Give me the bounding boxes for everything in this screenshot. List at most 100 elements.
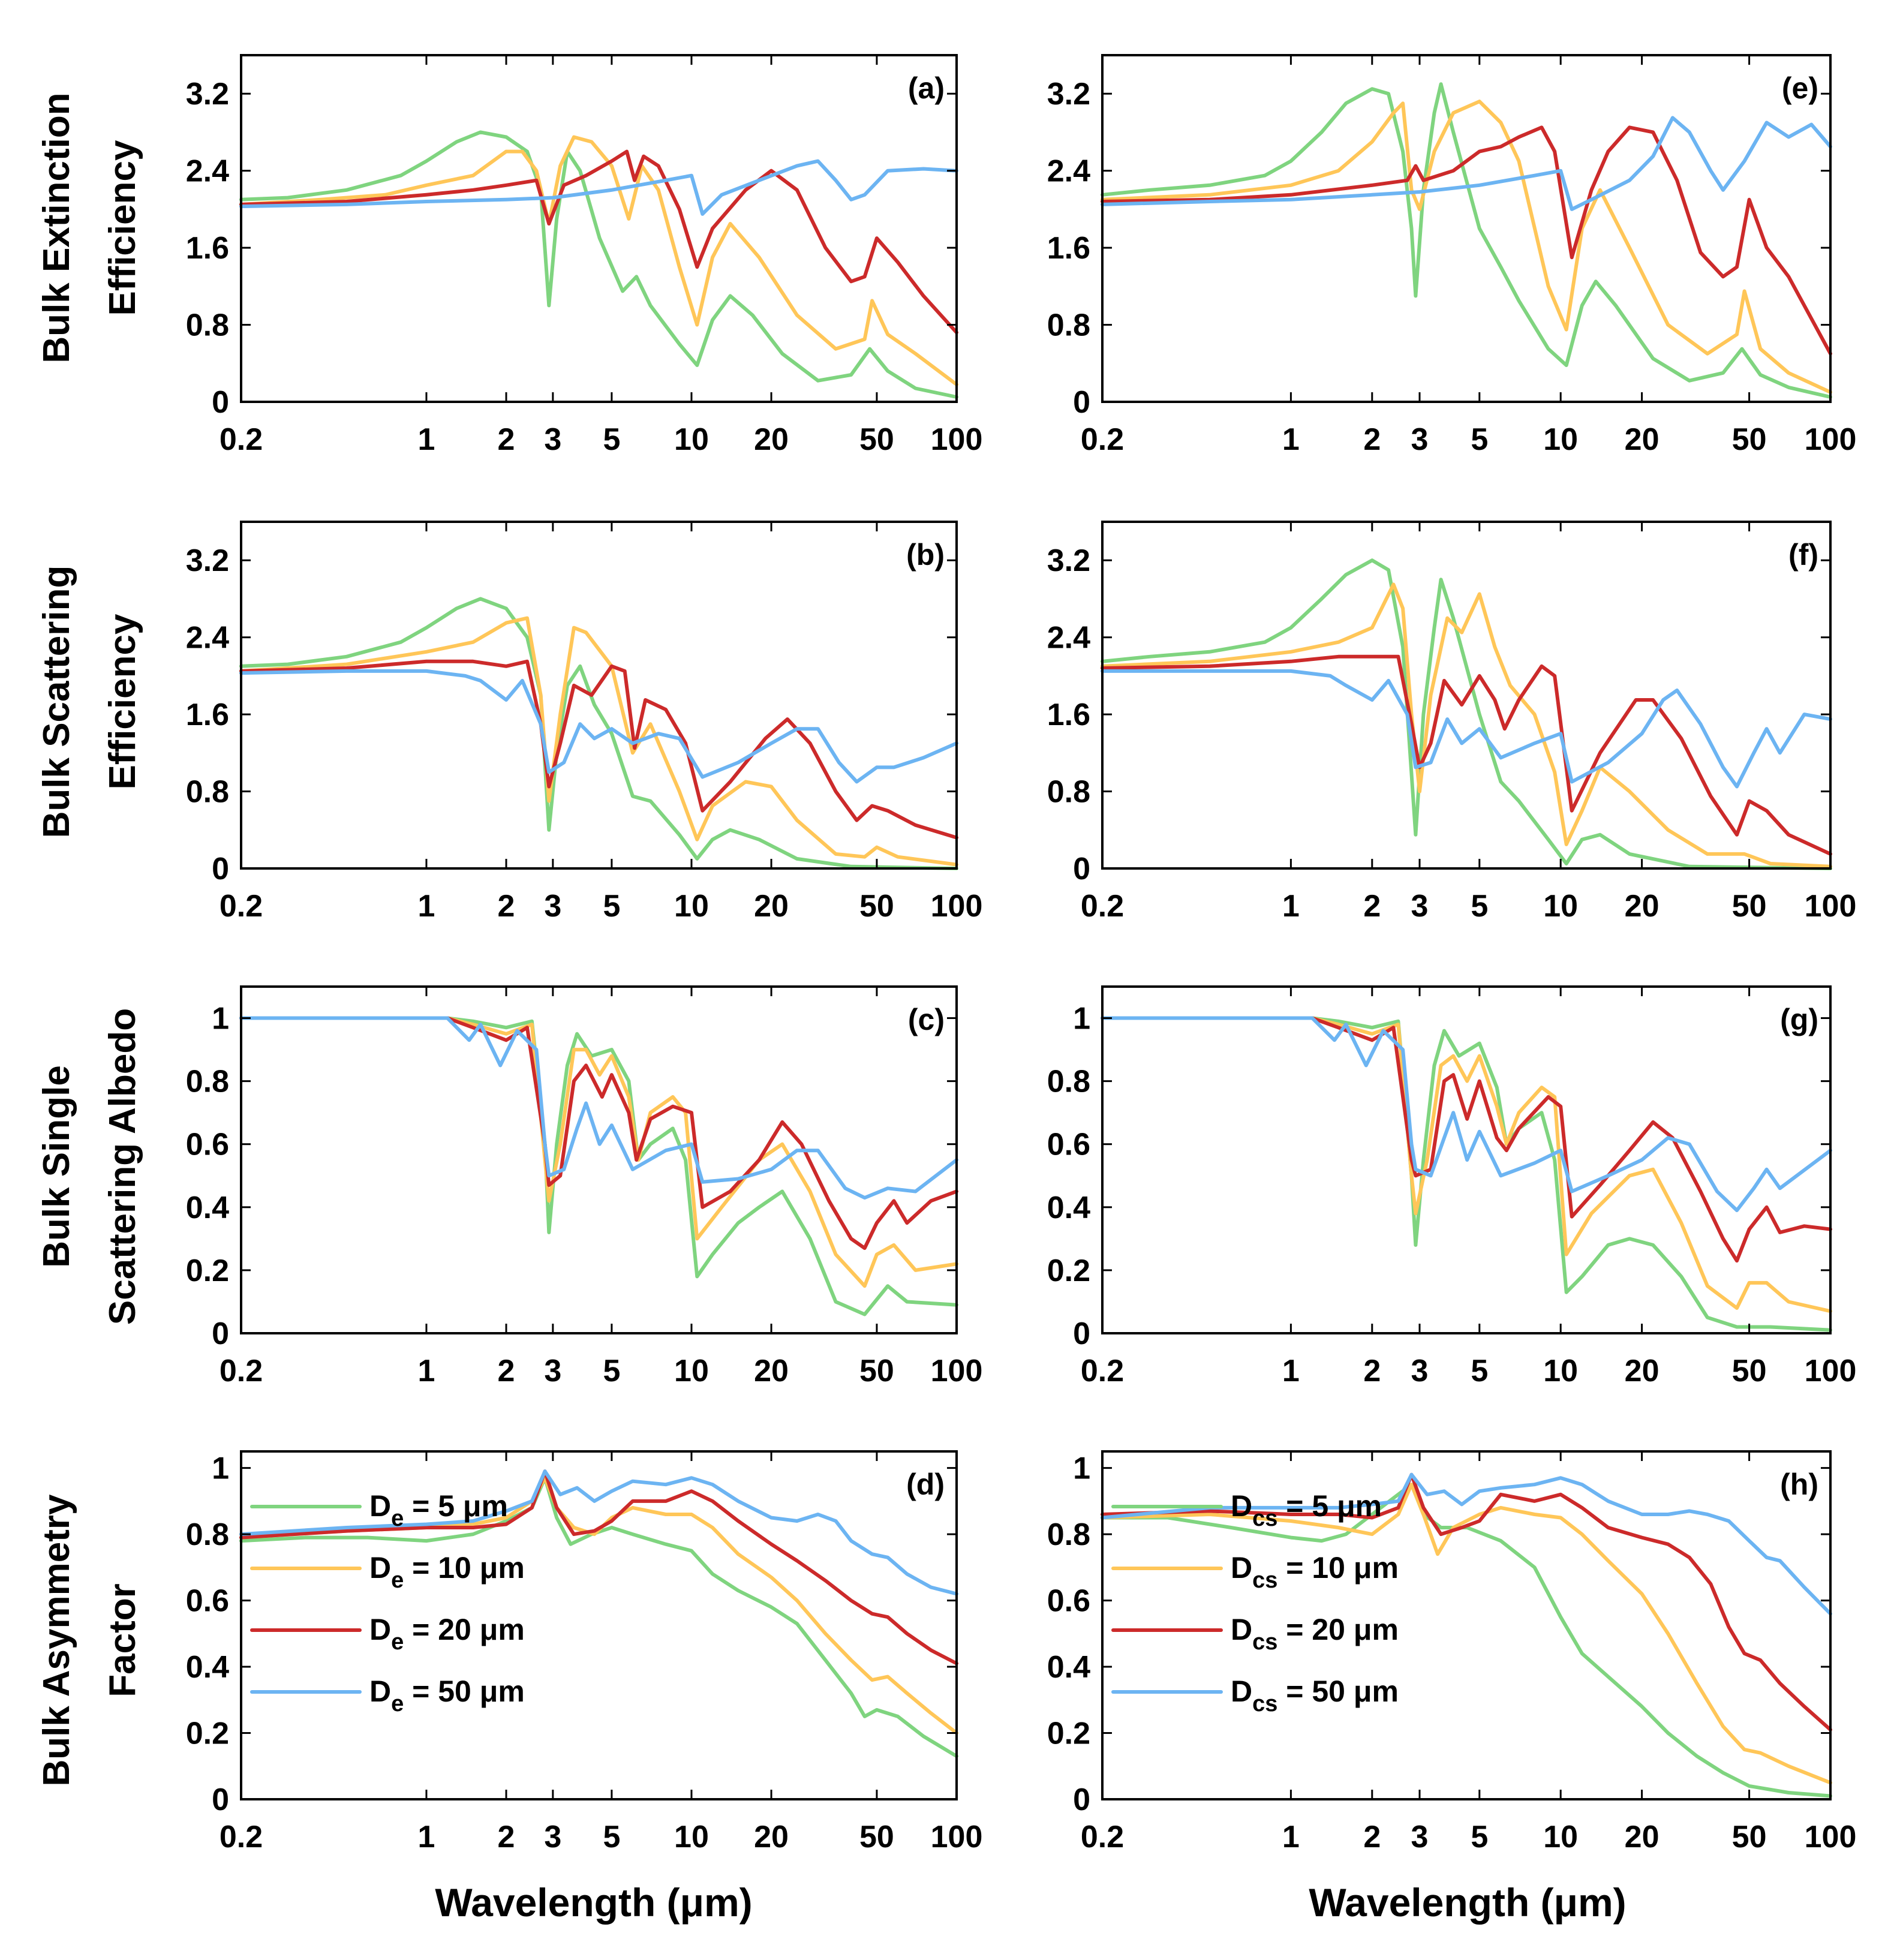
y-tick-label: 0.8 (1047, 308, 1090, 343)
x-tick-label: 100 (1805, 1820, 1857, 1854)
series-line-b-1 (239, 597, 958, 870)
x-tick-label: 0.2 (1081, 1354, 1124, 1388)
x-tick-label: 10 (1543, 1820, 1578, 1854)
y-tick-label: 0.2 (186, 1253, 229, 1288)
y-tick-label: 0.8 (186, 1517, 229, 1552)
legend-main: D (369, 1613, 391, 1646)
series-line-g-1 (1101, 1016, 1832, 1332)
x-tick-label: 0.2 (1081, 889, 1124, 924)
x-tick-label: 5 (603, 422, 620, 457)
x-tick-label: 20 (1625, 889, 1660, 924)
series-line-b-3 (239, 659, 958, 840)
x-tick-label: 50 (1732, 889, 1767, 924)
x-tick-label: 10 (674, 422, 709, 457)
legend-sub: e (391, 1506, 404, 1531)
x-tick-label: 10 (674, 1354, 709, 1388)
y-tick-label: 0 (1073, 1316, 1090, 1351)
y-tick-label: 0.8 (1047, 1517, 1090, 1552)
axes-frame-a (240, 54, 958, 403)
legend-entry: De = 5 μm (369, 1489, 508, 1531)
legend-main: D (369, 1675, 391, 1708)
y-tick-label: 0.6 (1047, 1584, 1090, 1619)
axes-frame-g (1101, 985, 1832, 1334)
legend-rest: = 20 μm (404, 1613, 525, 1646)
y-tick-label: 0.2 (186, 1716, 229, 1751)
legend-entry: Dcs = 20 μm (1231, 1613, 1399, 1655)
x-tick-label: 50 (1732, 1354, 1767, 1388)
x-tick-label: 0.2 (220, 1820, 263, 1854)
series-line-b-4 (239, 669, 958, 784)
x-tick-label: 5 (1471, 889, 1488, 924)
y-tick-label: 1.6 (186, 231, 229, 266)
panels: 00.81.62.43.20.2 1 2 3 5 10 20 50 100(a)00.81.62… (186, 54, 1857, 1854)
x-tick-label: 2 (1363, 1354, 1381, 1388)
x-tick-label: 20 (754, 1820, 789, 1854)
x-tick-label: 100 (931, 889, 983, 924)
panel-b: 0 0.8 1.6 2.4 3.2 0.2 1 2 3 5 10 20 50 100 (b) (186, 521, 983, 924)
panel-label-g: (g) (1780, 1003, 1818, 1036)
x-tick-label: 1 (1282, 1820, 1300, 1854)
x-tick-label: 50 (859, 422, 894, 457)
legend-entry: De = 50 μm (369, 1675, 525, 1716)
panel-label-e: (e) (1782, 71, 1818, 105)
y-tick-label: 0.8 (1047, 775, 1090, 810)
y-tick-label: 0.8 (1047, 1065, 1090, 1099)
legend-rest: = 50 μm (404, 1675, 525, 1708)
series-line-g-4 (1101, 1016, 1832, 1213)
row-label-scattering: Bulk Scattering (36, 566, 77, 838)
x-tick-label: 3 (1411, 1354, 1429, 1388)
y-tick-label: 0.2 (1047, 1716, 1090, 1751)
legend-entry: Dcs = 5 μm (1231, 1489, 1382, 1531)
y-tick-label: 1 (1073, 1451, 1090, 1486)
legend-entry: Dcs = 50 μm (1231, 1675, 1399, 1716)
row-label-asymmetry: Bulk Asymmetry (36, 1494, 77, 1787)
x-tick-label: 3 (1411, 1820, 1429, 1854)
y-tick-label: 0.6 (186, 1128, 229, 1162)
y-tick-label: 0 (1073, 852, 1090, 886)
legend-entry: Dcs = 10 μm (1231, 1551, 1399, 1593)
series-line-e-1 (1101, 82, 1832, 399)
x-tick-label: 5 (603, 889, 620, 924)
series-line-c-4 (239, 1016, 958, 1200)
row-label-albedo-2: Scattering Albedo (102, 1008, 143, 1325)
series-line-d-1 (239, 1476, 958, 1758)
x-tick-label: 10 (1543, 1354, 1578, 1388)
panel-label-f: (f) (1788, 538, 1818, 572)
legend-sub: cs (1252, 1506, 1277, 1531)
x-tick-label: 10 (1543, 889, 1578, 924)
series-line-a-2 (239, 135, 958, 387)
y-tick-label: 1.6 (186, 698, 229, 732)
x-tick-label: 0.2 (220, 889, 263, 924)
series-line-h-1 (1101, 1483, 1832, 1798)
legend-main: D (1231, 1613, 1252, 1646)
panel-label-h: (h) (1780, 1468, 1818, 1501)
x-tick-label: 2 (1363, 1820, 1381, 1854)
x-tick-label: 5 (1471, 422, 1488, 457)
legend-sub: cs (1252, 1568, 1277, 1593)
y-tick-label: 3.2 (1047, 77, 1090, 112)
x-tick-label: 3 (544, 422, 561, 457)
legend-sub: cs (1252, 1691, 1277, 1716)
x-tick-label: 50 (859, 1820, 894, 1854)
series-line-a-4 (239, 159, 958, 216)
x-tick-label: 100 (931, 422, 983, 457)
series-line-c-2 (239, 1016, 958, 1288)
y-tick-label: 0 (1073, 385, 1090, 420)
y-tick-label: 3.2 (186, 77, 229, 112)
row-label-scattering-2: Efficiency (102, 614, 143, 789)
legend-rest: = 10 μm (404, 1551, 525, 1585)
x-tick-label: 50 (859, 889, 894, 924)
panel-g: 00.20.40.60.810.2 1 2 3 5 10 20 50 100(g) (1047, 985, 1856, 1388)
x-tick-label: 3 (544, 889, 561, 924)
x-tick-label: 20 (1625, 1820, 1660, 1854)
x-tick-label: 0.2 (1081, 1820, 1124, 1854)
x-tick-label: 5 (1471, 1820, 1488, 1854)
series-line-a-3 (239, 149, 958, 335)
axes-frame-d (240, 1450, 958, 1800)
legend-rest: = 50 μm (1277, 1675, 1399, 1708)
y-tick-label: 3.2 (1047, 543, 1090, 578)
y-tick-label: 0.4 (1047, 1650, 1090, 1685)
y-tick-label: 0 (1073, 1782, 1090, 1817)
